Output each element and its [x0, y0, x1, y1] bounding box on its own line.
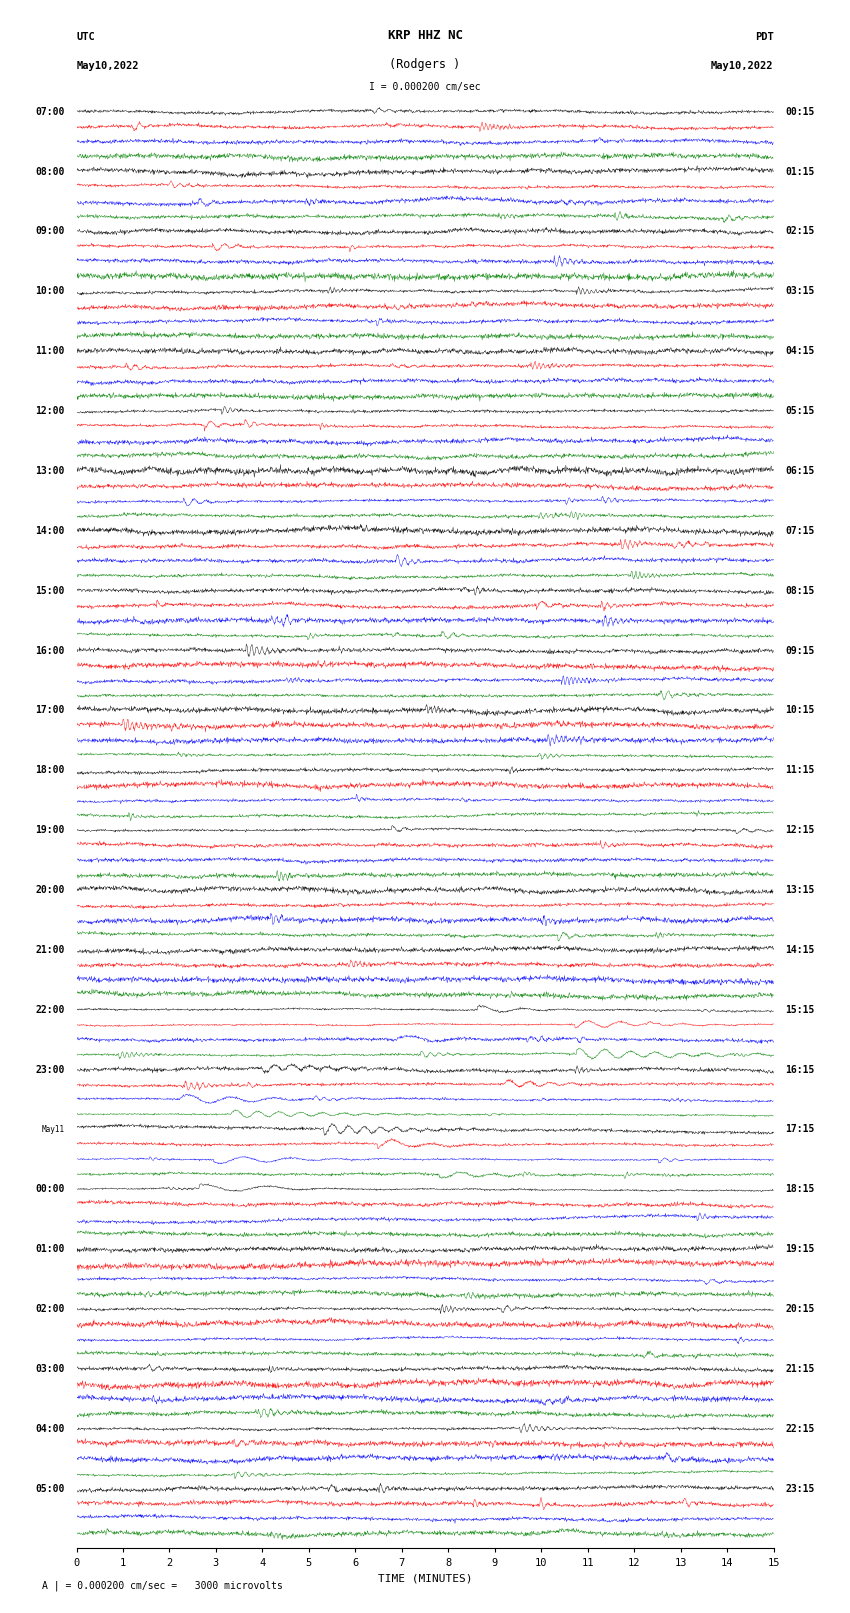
Text: 23:15: 23:15	[785, 1484, 814, 1494]
Text: 09:15: 09:15	[785, 645, 814, 655]
Text: 18:15: 18:15	[785, 1184, 814, 1194]
Text: 14:00: 14:00	[36, 526, 65, 536]
Text: 12:15: 12:15	[785, 826, 814, 836]
Text: 10:00: 10:00	[36, 287, 65, 297]
Text: 04:15: 04:15	[785, 347, 814, 356]
Text: A | = 0.000200 cm/sec =   3000 microvolts: A | = 0.000200 cm/sec = 3000 microvolts	[42, 1581, 282, 1590]
Text: May10,2022: May10,2022	[76, 61, 139, 71]
Text: 14:15: 14:15	[785, 945, 814, 955]
Text: 12:00: 12:00	[36, 406, 65, 416]
Text: 00:15: 00:15	[785, 106, 814, 116]
Text: 20:00: 20:00	[36, 886, 65, 895]
Text: 16:15: 16:15	[785, 1065, 814, 1074]
Text: 11:00: 11:00	[36, 347, 65, 356]
Text: 03:00: 03:00	[36, 1365, 65, 1374]
Text: UTC: UTC	[76, 32, 95, 42]
Text: 05:00: 05:00	[36, 1484, 65, 1494]
Text: 19:15: 19:15	[785, 1244, 814, 1255]
Text: 06:15: 06:15	[785, 466, 814, 476]
Text: 08:00: 08:00	[36, 166, 65, 176]
Text: PDT: PDT	[755, 32, 774, 42]
Text: 01:00: 01:00	[36, 1244, 65, 1255]
Text: 02:00: 02:00	[36, 1303, 65, 1315]
Text: 13:00: 13:00	[36, 466, 65, 476]
Text: 08:15: 08:15	[785, 586, 814, 595]
Text: 00:00: 00:00	[36, 1184, 65, 1194]
Text: 01:15: 01:15	[785, 166, 814, 176]
Text: 16:00: 16:00	[36, 645, 65, 655]
Text: 19:00: 19:00	[36, 826, 65, 836]
Text: May11: May11	[42, 1124, 65, 1134]
Text: 21:00: 21:00	[36, 945, 65, 955]
Text: 13:15: 13:15	[785, 886, 814, 895]
Text: 17:15: 17:15	[785, 1124, 814, 1134]
Text: 15:15: 15:15	[785, 1005, 814, 1015]
Text: 22:15: 22:15	[785, 1424, 814, 1434]
Text: 18:00: 18:00	[36, 765, 65, 776]
Text: May10,2022: May10,2022	[711, 61, 774, 71]
Text: (Rodgers ): (Rodgers )	[389, 58, 461, 71]
Text: 04:00: 04:00	[36, 1424, 65, 1434]
X-axis label: TIME (MINUTES): TIME (MINUTES)	[377, 1573, 473, 1582]
Text: 07:00: 07:00	[36, 106, 65, 116]
Text: 09:00: 09:00	[36, 226, 65, 237]
Text: 15:00: 15:00	[36, 586, 65, 595]
Text: 10:15: 10:15	[785, 705, 814, 716]
Text: 17:00: 17:00	[36, 705, 65, 716]
Text: 07:15: 07:15	[785, 526, 814, 536]
Text: 05:15: 05:15	[785, 406, 814, 416]
Text: 11:15: 11:15	[785, 765, 814, 776]
Text: 03:15: 03:15	[785, 287, 814, 297]
Text: 20:15: 20:15	[785, 1303, 814, 1315]
Text: 23:00: 23:00	[36, 1065, 65, 1074]
Text: I = 0.000200 cm/sec: I = 0.000200 cm/sec	[369, 82, 481, 92]
Text: KRP HHZ NC: KRP HHZ NC	[388, 29, 462, 42]
Text: 02:15: 02:15	[785, 226, 814, 237]
Text: 22:00: 22:00	[36, 1005, 65, 1015]
Text: 21:15: 21:15	[785, 1365, 814, 1374]
